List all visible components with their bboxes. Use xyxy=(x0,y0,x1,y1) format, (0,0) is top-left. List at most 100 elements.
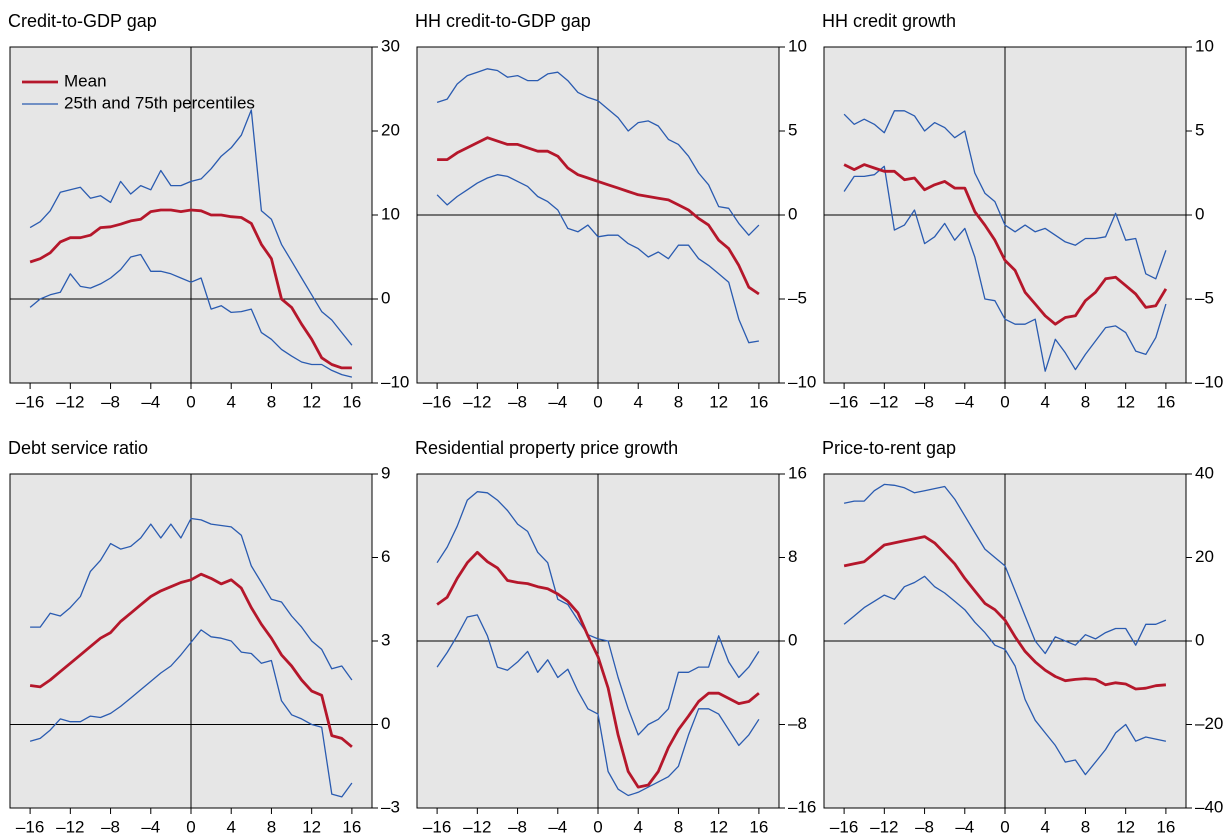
y-tick-label: 16 xyxy=(788,463,807,482)
x-tick-label: –16 xyxy=(830,392,858,411)
x-tick-label: –12 xyxy=(463,817,491,836)
panel-title: Residential property price growth xyxy=(415,438,678,458)
x-tick-label: 0 xyxy=(1000,392,1009,411)
y-tick-label: –10 xyxy=(788,372,816,391)
y-tick-label: 40 xyxy=(1195,463,1214,482)
plot-frame xyxy=(9,473,373,809)
x-tick-label: 4 xyxy=(633,817,642,836)
x-tick-label: 8 xyxy=(674,392,683,411)
x-tick-label: 0 xyxy=(186,817,195,836)
percentile-line xyxy=(843,110,1167,280)
x-tick-label: –12 xyxy=(463,392,491,411)
x-tick-label: –8 xyxy=(101,817,120,836)
y-tick-label: 20 xyxy=(381,120,400,139)
panel: Residential property price growth –16 –8 0 8… xyxy=(415,438,816,837)
x-tick-label: 16 xyxy=(749,817,768,836)
x-tick-label: –4 xyxy=(955,817,974,836)
percentile-line xyxy=(29,629,353,798)
percentile-line xyxy=(843,575,1167,776)
x-tick-label: 0 xyxy=(1000,817,1009,836)
y-tick-label: 6 xyxy=(381,547,390,566)
x-tick-label: 4 xyxy=(1040,817,1049,836)
x-tick-label: –12 xyxy=(870,392,898,411)
x-tick-label: 16 xyxy=(749,392,768,411)
y-tick-label: 20 xyxy=(1195,547,1214,566)
x-tick-label: –16 xyxy=(16,817,44,836)
y-tick-label: 30 xyxy=(381,36,400,55)
x-tick-label: –16 xyxy=(423,817,451,836)
percentile-line xyxy=(436,174,760,344)
legend-label: Mean xyxy=(64,71,107,90)
percentile-line xyxy=(30,517,353,681)
y-tick-label: 5 xyxy=(1195,120,1204,139)
panel-title: Price-to-rent gap xyxy=(822,438,956,458)
plot-frame xyxy=(416,46,780,384)
panel-title: Debt service ratio xyxy=(8,438,148,458)
percentile-line xyxy=(29,253,353,378)
y-tick-label: –5 xyxy=(1195,288,1214,307)
percentile-line xyxy=(436,614,760,797)
x-tick-label: 0 xyxy=(593,817,602,836)
plot-frame xyxy=(823,473,1187,809)
percentile-line xyxy=(843,165,1167,372)
y-tick-label: –20 xyxy=(1195,714,1223,733)
x-tick-label: 8 xyxy=(1081,392,1090,411)
mean-line xyxy=(29,572,353,748)
y-tick-label: 10 xyxy=(1195,36,1214,55)
legend-label: 25th and 75th percentiles xyxy=(64,93,255,112)
percentile-line xyxy=(843,483,1167,655)
mean-line xyxy=(437,136,760,296)
y-tick-label: –10 xyxy=(381,372,409,391)
x-tick-label: –12 xyxy=(870,817,898,836)
x-tick-label: –4 xyxy=(141,817,160,836)
x-tick-label: 12 xyxy=(1116,817,1135,836)
mean-line xyxy=(843,535,1167,691)
x-tick-label: 8 xyxy=(267,817,276,836)
y-tick-label: 9 xyxy=(381,463,390,482)
x-tick-label: 12 xyxy=(302,817,321,836)
mean-line xyxy=(29,208,352,370)
x-tick-label: 0 xyxy=(186,392,195,411)
x-tick-label: 12 xyxy=(709,392,728,411)
y-tick-label: –5 xyxy=(788,288,807,307)
y-tick-label: 8 xyxy=(788,547,797,566)
x-tick-label: 8 xyxy=(267,392,276,411)
x-tick-label: 4 xyxy=(226,392,235,411)
percentile-line xyxy=(436,68,760,236)
percentile-line xyxy=(436,491,760,736)
mean-line xyxy=(843,163,1168,326)
x-tick-label: 12 xyxy=(1116,392,1135,411)
x-tick-label: 12 xyxy=(709,817,728,836)
y-tick-label: –16 xyxy=(788,797,816,816)
x-tick-label: 12 xyxy=(302,392,321,411)
y-tick-label: 10 xyxy=(788,36,807,55)
x-tick-label: 16 xyxy=(342,817,361,836)
panel: Credit-to-GDP gap –10 0 10 20 30 –16 –12 –8 –4 0 4 8… xyxy=(8,11,409,412)
y-tick-label: 3 xyxy=(381,630,390,649)
y-tick-label: 0 xyxy=(788,630,797,649)
x-tick-label: 8 xyxy=(674,817,683,836)
y-tick-label: –8 xyxy=(788,714,807,733)
x-tick-label: –16 xyxy=(830,817,858,836)
x-tick-label: –4 xyxy=(548,392,567,411)
y-tick-label: 0 xyxy=(1195,630,1204,649)
y-tick-label: 0 xyxy=(1195,204,1204,223)
x-tick-label: 4 xyxy=(1040,392,1049,411)
panel: Debt service ratio –3 0 3 6 9 –16 –12 –8 –4 0 4 8 12 1… xyxy=(8,438,400,837)
panel: HH credit-to-GDP gap –10 –5 0 5 10 –16 –12 –8 –4 0… xyxy=(415,11,816,412)
x-tick-label: –12 xyxy=(56,817,84,836)
x-tick-label: –4 xyxy=(548,817,567,836)
y-tick-label: 0 xyxy=(381,288,390,307)
panel-title: HH credit-to-GDP gap xyxy=(415,11,591,31)
panel-title: HH credit growth xyxy=(822,11,956,31)
x-tick-label: 16 xyxy=(342,392,361,411)
x-tick-label: –12 xyxy=(56,392,84,411)
x-tick-label: –16 xyxy=(423,392,451,411)
plot-frame xyxy=(9,46,373,384)
x-tick-label: –8 xyxy=(915,392,934,411)
x-tick-label: 16 xyxy=(1156,392,1175,411)
percentile-line xyxy=(29,109,353,346)
x-tick-label: 4 xyxy=(633,392,642,411)
